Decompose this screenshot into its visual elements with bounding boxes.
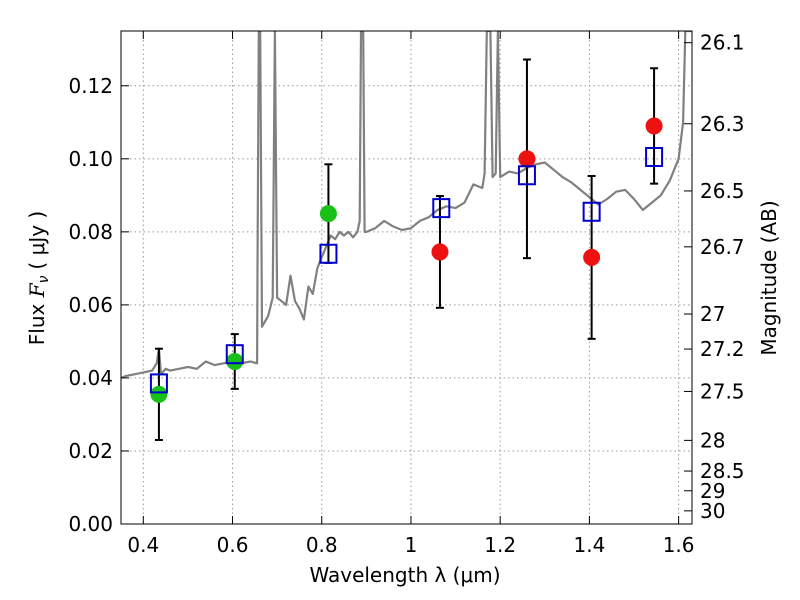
sed-spectrum: [121, 31, 692, 379]
y-tick-label: 0.04: [68, 366, 113, 390]
x-tick-label: 1.2: [484, 533, 516, 557]
green-data-point: [150, 385, 168, 403]
model-box-marker: [517, 165, 536, 186]
x-tick-label: 1.4: [573, 533, 605, 557]
x-tick-label: 0.4: [127, 533, 159, 557]
red-data-point: [645, 117, 663, 135]
y-tick-label: 0.06: [68, 293, 113, 317]
x-tick-label: 0.8: [306, 533, 338, 557]
sed-spectrum-line: [121, 31, 692, 379]
model-box-marker: [645, 146, 664, 167]
model-box-marker: [149, 373, 168, 394]
red-data-point: [518, 150, 536, 168]
magnitude-tick-label: 28.5: [700, 459, 745, 483]
y-tick-label: 0.12: [68, 74, 113, 98]
red-data-point: [431, 243, 449, 261]
red-data-point: [583, 248, 601, 266]
y-axis-ticks: 0.00 0.02 0.04 0.06 0.08 0.10 0.12: [68, 74, 129, 536]
green-data-point: [319, 205, 337, 223]
x-tick-label: 1.6: [663, 533, 695, 557]
model-box-marker: [225, 344, 244, 365]
error-bars: [154, 58, 659, 442]
y-tick-label: 0.02: [68, 439, 113, 463]
magnitude-tick-label: 27.2: [700, 337, 745, 361]
x-tick-label: 1: [405, 533, 418, 557]
magnitude-axis-label: Magnitude (AB): [757, 200, 781, 355]
model-box-marker: [432, 198, 451, 219]
y-axis-label-text: Flux: [25, 297, 49, 345]
y-tick-label: 0.08: [68, 220, 113, 244]
magnitude-tick-label: 27: [700, 302, 725, 326]
y-axis-label-subscript: ν: [36, 275, 52, 283]
model-box-marker: [582, 201, 601, 222]
data-markers: [149, 117, 664, 403]
grid-lines: [121, 31, 692, 525]
y-tick-label: 0.10: [68, 147, 113, 171]
magnitude-tick-label: 26.1: [700, 31, 745, 55]
magnitude-tick-label: 26.3: [700, 112, 745, 136]
magnitude-tick-label: 28: [700, 428, 725, 452]
y-tick-label: 0.00: [68, 512, 113, 536]
plot-frame: [120, 30, 693, 525]
magnitude-tick-label: 26.7: [700, 235, 745, 259]
y-axis-label-symbol: F: [25, 282, 49, 298]
magnitude-tick-label: 30: [700, 499, 725, 523]
model-box-marker: [319, 243, 338, 264]
green-data-point: [226, 352, 244, 370]
y-axis-label-units: ( μJy ): [25, 211, 49, 270]
magnitude-tick-label: 27.5: [700, 379, 745, 403]
x-tick-label: 0.6: [217, 533, 249, 557]
x-axis-label: Wavelength λ (μm): [309, 563, 500, 587]
magnitude-tick-label: 26.5: [700, 179, 745, 203]
x-axis-ticks: 0.4 0.6 0.8 1 1.2 1.4 1.6: [127, 31, 695, 557]
magnitude-tick-label: 29: [700, 479, 725, 503]
y-axis-label: Flux Fν ( μJy ): [25, 211, 52, 345]
